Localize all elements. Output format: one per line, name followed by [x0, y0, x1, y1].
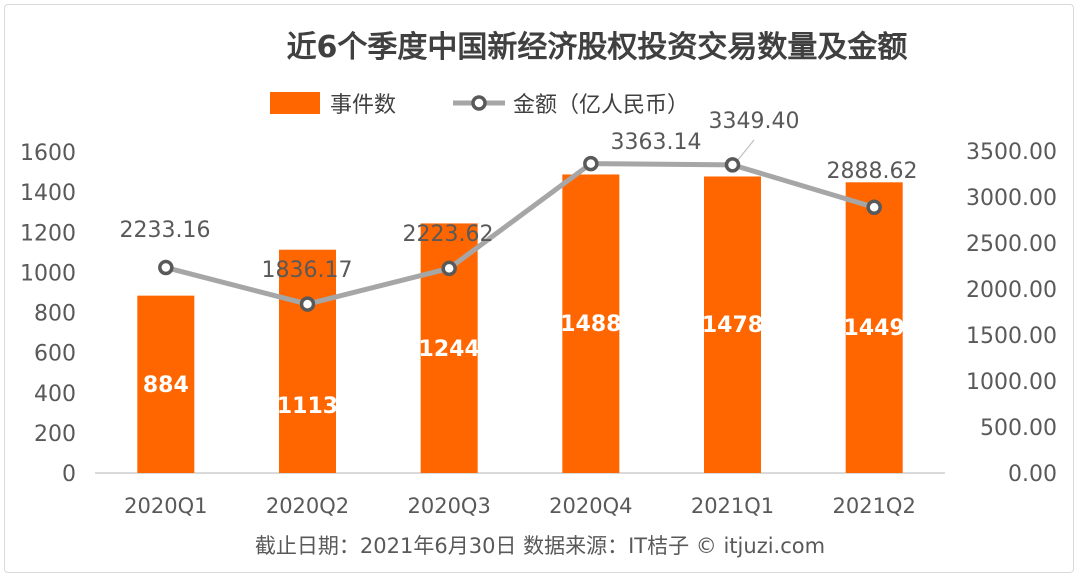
marker-2020Q4: [583, 155, 599, 172]
bar-label: 1244: [419, 337, 480, 362]
line-label: 2888.62: [827, 159, 918, 184]
line-label: 1836.17: [262, 258, 353, 283]
left-tick-label: 800: [34, 302, 76, 327]
marker-2020Q3: [441, 260, 457, 277]
left-tick-label: 1400: [20, 181, 76, 206]
left-tick-label: 400: [34, 382, 76, 407]
line-label: 2233.16: [120, 218, 211, 243]
amount-line: [165, 161, 875, 307]
right-tick-label: 3000.00: [966, 186, 1057, 211]
legend-line-marker: [471, 95, 487, 111]
marker-2021Q1: [724, 157, 741, 173]
bar-label: 1488: [560, 312, 621, 337]
right-tick-label: 500.00: [980, 416, 1057, 441]
right-tick-label: 1500.00: [966, 324, 1057, 349]
bar-series: [137, 174, 903, 473]
legend-bar-swatch: [270, 92, 320, 114]
left-tick-label: 600: [34, 342, 76, 367]
legend: 事件数 金额（亿人民币）: [270, 92, 689, 118]
line-value-labels: 2233.16 1836.17 2223.62 3363.14 3349.40 2888.…: [120, 109, 918, 283]
category-label: 2020Q3: [407, 494, 490, 518]
footer-source: 截止日期：2021年6月30日 数据来源：IT桔子 © itjuzi.com: [255, 534, 825, 558]
right-tick-label: 2500.00: [966, 232, 1057, 257]
bar-label: 884: [143, 373, 189, 398]
left-tick-label: 1200: [20, 221, 76, 246]
category-label: 2021Q1: [691, 494, 774, 518]
bar-2020Q4: [562, 174, 620, 473]
left-tick-label: 0: [62, 462, 76, 487]
left-tick-label: 1000: [20, 261, 76, 286]
right-axis: 0.00 500.00 1000.00 1500.00 2000.00 2500.00 30…: [966, 140, 1057, 487]
line-markers: [158, 155, 882, 312]
bar-2021Q2: [845, 182, 903, 473]
line-label: 3363.14: [611, 130, 702, 155]
bar-2020Q2: [279, 249, 336, 473]
left-tick-label: 200: [34, 422, 76, 447]
bar-label: 1449: [844, 316, 905, 341]
left-axis: 0 200 400 600 800 1000 1200 1400 1600: [20, 141, 76, 487]
right-tick-label: 0.00: [1008, 462, 1057, 487]
bar-2021Q1: [704, 176, 761, 473]
legend-bar-label: 事件数: [330, 93, 396, 118]
bar-2020Q1: [137, 295, 195, 473]
category-label: 2021Q2: [832, 494, 915, 518]
right-tick-label: 3500.00: [966, 140, 1057, 165]
bar-label: 1478: [702, 313, 763, 338]
bar-label: 1113: [277, 394, 338, 419]
left-tick-label: 1600: [20, 141, 76, 166]
bar-value-labels: 884 1113 1244 1488 1478 1449: [143, 312, 905, 419]
x-axis-categories: 2020Q1 2020Q2 2020Q3 2020Q4 2021Q1 2021Q2: [124, 494, 916, 518]
right-tick-label: 1000.00: [966, 370, 1057, 395]
legend-line-label: 金额（亿人民币）: [513, 93, 689, 118]
line-label: 2223.62: [403, 222, 494, 247]
marker-2020Q1: [158, 259, 174, 276]
line-label: 3349.40: [709, 109, 800, 134]
chart-title: 近6个季度中国新经济股权投资交易数量及金额: [287, 30, 908, 65]
category-label: 2020Q2: [266, 494, 349, 518]
category-label: 2020Q1: [124, 494, 207, 518]
marker-2021Q2: [866, 199, 882, 215]
chart-frame: [4, 4, 1074, 573]
marker-2020Q2: [299, 296, 316, 312]
right-tick-label: 2000.00: [966, 278, 1057, 303]
category-label: 2020Q4: [549, 494, 632, 518]
